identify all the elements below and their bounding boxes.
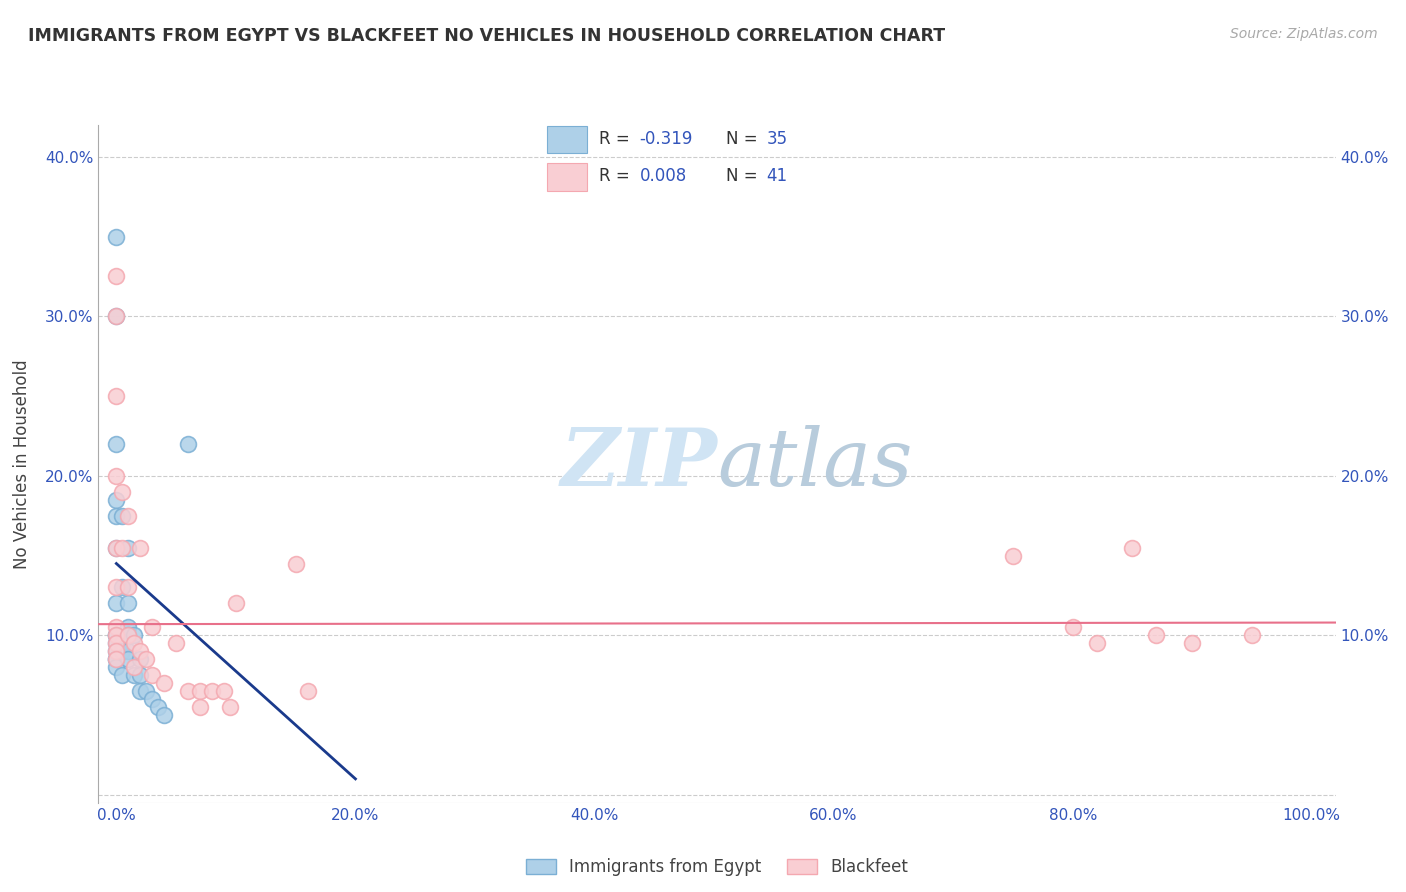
Point	[105, 628, 128, 642]
Point	[105, 310, 128, 324]
Text: 0.008: 0.008	[640, 167, 686, 186]
Point	[105, 508, 128, 523]
Text: Source: ZipAtlas.com: Source: ZipAtlas.com	[1230, 27, 1378, 41]
Point	[117, 596, 139, 610]
Point	[111, 541, 134, 555]
Point	[129, 541, 152, 555]
Point	[177, 684, 200, 698]
Text: -0.319: -0.319	[640, 130, 693, 148]
Text: R =: R =	[599, 167, 636, 186]
Point	[124, 660, 146, 674]
Point	[105, 389, 128, 403]
Point	[111, 508, 134, 523]
Point	[105, 437, 128, 451]
Point	[124, 628, 146, 642]
Point	[297, 684, 319, 698]
Point	[111, 581, 134, 595]
Text: R =: R =	[599, 130, 636, 148]
Point	[105, 652, 128, 666]
Point	[117, 628, 139, 642]
Point	[117, 628, 139, 642]
Point	[105, 660, 128, 674]
Point	[135, 684, 157, 698]
Point	[105, 541, 128, 555]
Point	[105, 620, 128, 634]
Point	[188, 684, 211, 698]
Text: atlas: atlas	[717, 425, 912, 502]
Point	[219, 700, 242, 714]
Point	[129, 684, 152, 698]
Point	[141, 668, 163, 682]
FancyBboxPatch shape	[547, 126, 586, 153]
Point	[117, 620, 139, 634]
Point	[1181, 636, 1204, 650]
Point	[111, 644, 134, 658]
Point	[212, 684, 235, 698]
Point	[141, 620, 163, 634]
Point	[117, 541, 139, 555]
Point	[129, 652, 152, 666]
Point	[148, 700, 170, 714]
Point	[117, 644, 139, 658]
Point	[105, 229, 128, 244]
Point	[105, 581, 128, 595]
Y-axis label: No Vehicles in Household: No Vehicles in Household	[13, 359, 31, 569]
Point	[117, 508, 139, 523]
Point	[135, 652, 157, 666]
Point	[111, 668, 134, 682]
Point	[165, 636, 187, 650]
Point	[105, 628, 128, 642]
Point	[129, 644, 152, 658]
Point	[111, 484, 134, 499]
Point	[153, 708, 176, 723]
Point	[1062, 620, 1084, 634]
Text: 41: 41	[766, 167, 787, 186]
Point	[105, 310, 128, 324]
Text: N =: N =	[725, 167, 763, 186]
Point	[177, 437, 200, 451]
Point	[105, 652, 128, 666]
Text: ZIP: ZIP	[560, 425, 717, 502]
Point	[105, 628, 128, 642]
FancyBboxPatch shape	[547, 163, 586, 191]
Point	[129, 668, 152, 682]
Point	[1121, 541, 1143, 555]
Point	[105, 468, 128, 483]
Point	[105, 636, 128, 650]
Text: IMMIGRANTS FROM EGYPT VS BLACKFEET NO VEHICLES IN HOUSEHOLD CORRELATION CHART: IMMIGRANTS FROM EGYPT VS BLACKFEET NO VE…	[28, 27, 945, 45]
Text: 35: 35	[766, 130, 787, 148]
Point	[105, 644, 128, 658]
Point	[124, 668, 146, 682]
Point	[105, 652, 128, 666]
Point	[1085, 636, 1108, 650]
Point	[1144, 628, 1167, 642]
Point	[201, 684, 224, 698]
Point	[284, 557, 307, 571]
Point	[1240, 628, 1263, 642]
Point	[141, 692, 163, 706]
Point	[105, 269, 128, 284]
Point	[105, 644, 128, 658]
Legend: Immigrants from Egypt, Blackfeet: Immigrants from Egypt, Blackfeet	[519, 851, 915, 882]
Point	[105, 636, 128, 650]
Point	[153, 676, 176, 690]
Point	[124, 636, 146, 650]
Point	[111, 636, 134, 650]
Point	[105, 541, 128, 555]
Point	[117, 581, 139, 595]
Point	[105, 596, 128, 610]
Point	[225, 596, 247, 610]
Point	[188, 700, 211, 714]
Point	[117, 652, 139, 666]
Point	[105, 492, 128, 507]
Text: N =: N =	[725, 130, 763, 148]
Point	[1001, 549, 1024, 563]
